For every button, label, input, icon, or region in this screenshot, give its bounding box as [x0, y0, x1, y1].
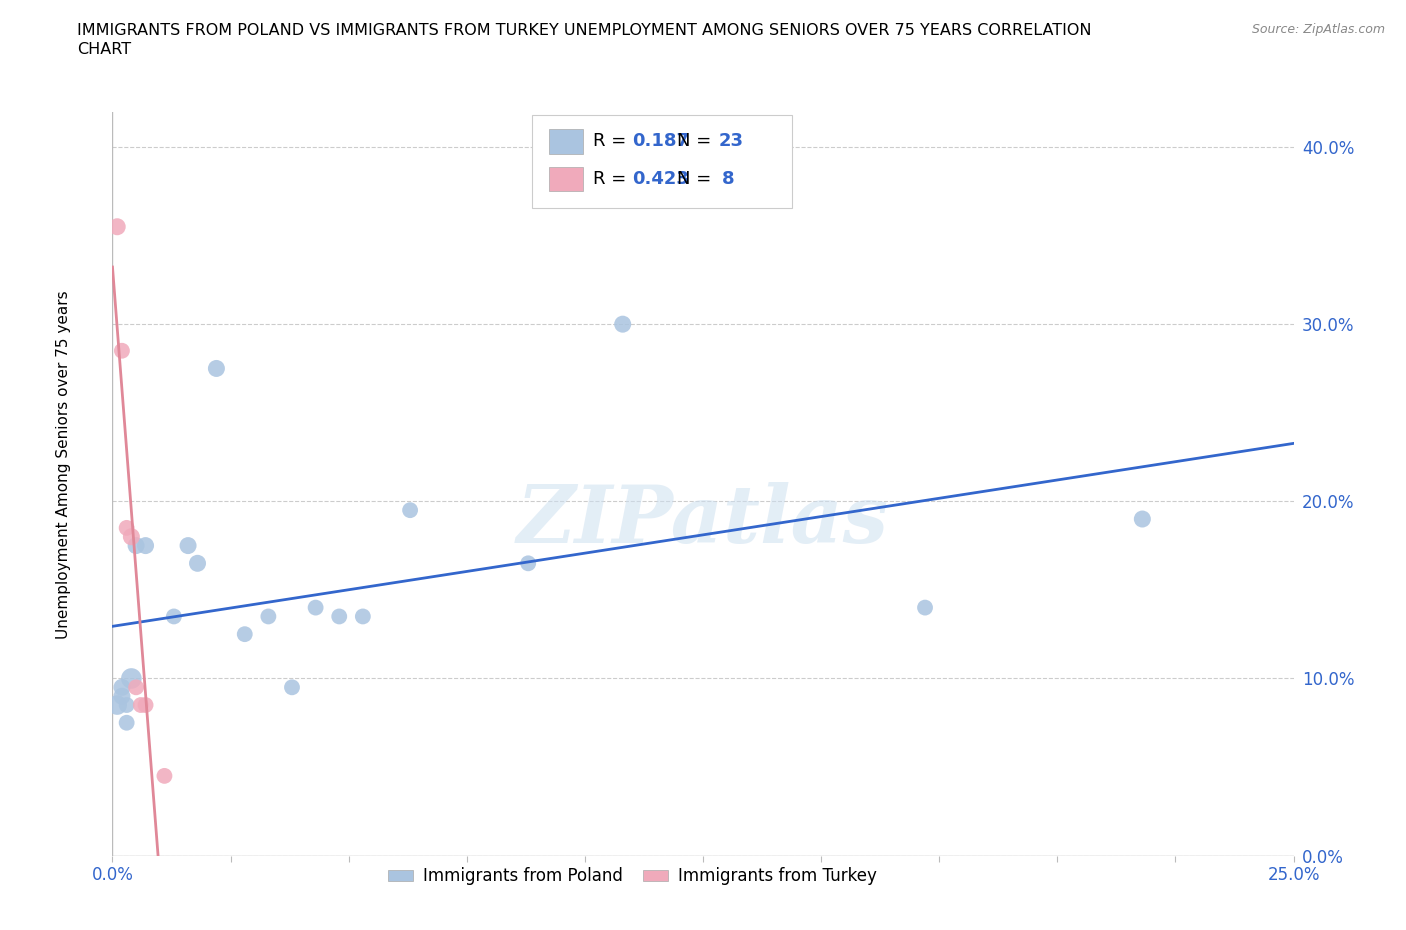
Point	[105, 219, 128, 234]
Text: IMMIGRANTS FROM POLAND VS IMMIGRANTS FROM TURKEY UNEMPLOYMENT AMONG SENIORS OVER: IMMIGRANTS FROM POLAND VS IMMIGRANTS FRO…	[77, 23, 1092, 38]
FancyBboxPatch shape	[550, 129, 582, 154]
Point	[111, 689, 134, 704]
Point	[115, 698, 138, 712]
Point	[120, 671, 142, 686]
Text: 0.187: 0.187	[633, 132, 689, 151]
Point	[205, 361, 228, 376]
Text: CHART: CHART	[77, 42, 131, 57]
FancyBboxPatch shape	[531, 115, 792, 208]
Text: Source: ZipAtlas.com: Source: ZipAtlas.com	[1251, 23, 1385, 36]
Point	[914, 600, 936, 615]
Point	[115, 521, 138, 536]
Point	[129, 698, 152, 712]
Point	[177, 538, 200, 553]
Point	[233, 627, 256, 642]
Point	[352, 609, 374, 624]
Point	[328, 609, 350, 624]
Point	[125, 538, 148, 553]
Point	[304, 600, 326, 615]
Text: N =: N =	[678, 132, 717, 151]
Legend: Immigrants from Poland, Immigrants from Turkey: Immigrants from Poland, Immigrants from …	[381, 860, 883, 892]
Point	[1130, 512, 1153, 526]
Point	[153, 768, 176, 783]
Point	[399, 503, 422, 518]
Point	[111, 680, 134, 695]
Point	[135, 698, 157, 712]
FancyBboxPatch shape	[550, 166, 582, 192]
Text: N =: N =	[678, 169, 717, 188]
Text: ZIPatlas: ZIPatlas	[517, 482, 889, 560]
Point	[111, 343, 134, 358]
Text: R =: R =	[593, 169, 633, 188]
Point	[612, 317, 634, 332]
Point	[115, 715, 138, 730]
Text: 8: 8	[721, 169, 734, 188]
Point	[186, 556, 208, 571]
Point	[163, 609, 186, 624]
Text: Unemployment Among Seniors over 75 years: Unemployment Among Seniors over 75 years	[56, 291, 70, 639]
Point	[517, 556, 540, 571]
Point	[105, 698, 128, 712]
Point	[120, 529, 142, 544]
Text: 0.423: 0.423	[633, 169, 689, 188]
Point	[135, 538, 157, 553]
Point	[281, 680, 304, 695]
Point	[125, 680, 148, 695]
Text: R =: R =	[593, 132, 633, 151]
Point	[257, 609, 280, 624]
Text: 23: 23	[718, 132, 744, 151]
